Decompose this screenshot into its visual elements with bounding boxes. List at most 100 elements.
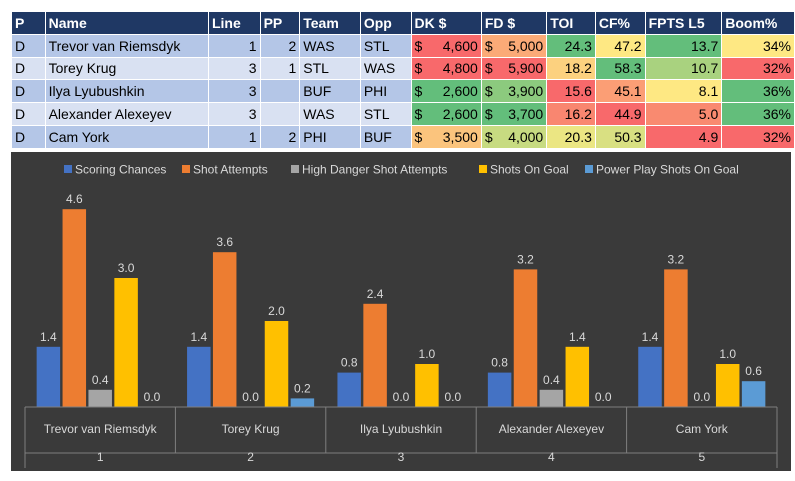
bar <box>715 364 740 407</box>
currency-symbol: $ <box>484 60 493 77</box>
salary-amount: 5,900 <box>508 60 544 77</box>
cell-toi: 20.3 <box>546 124 596 149</box>
data-label: 2.4 <box>367 287 384 301</box>
table-row: D Ilya Lyubushkin 3 BUF PHI $2,600 $3,900 15.6 4… <box>11 79 795 104</box>
data-label: 1.4 <box>40 330 57 344</box>
legend-label: Scoring Chances <box>75 163 166 177</box>
header-opp: Opp <box>359 11 412 35</box>
cell-dk-salary: $3,500 <box>410 124 482 149</box>
cell-opp: BUF <box>359 124 412 149</box>
bar <box>337 372 361 407</box>
header-team: Team <box>299 11 361 35</box>
cell-toi: 15.6 <box>546 79 596 104</box>
cell-pp <box>259 79 301 104</box>
data-label: 0.4 <box>543 373 560 387</box>
cell-pp: 1 <box>259 56 301 81</box>
currency-symbol: $ <box>484 128 493 145</box>
cell-team: BUF <box>299 79 361 104</box>
x-group-label: 1 <box>97 450 104 464</box>
bar-chart: Scoring Chances Shot Attempts High Danger … <box>24 163 778 468</box>
cell-fpts-l5: 4.9 <box>644 124 723 149</box>
data-label: 0.0 <box>595 390 612 404</box>
cell-player-name: Ilya Lyubushkin <box>44 79 209 104</box>
salary-amount: 2,600 <box>442 83 478 100</box>
header-dk-salary: DK $ <box>410 11 482 35</box>
salary-amount: 4,600 <box>442 37 478 54</box>
cell-fpts-l5: 5.0 <box>644 102 723 126</box>
x-tick-label: Alexander Alexeyev <box>499 422 604 436</box>
player-stats-table: P Name Line PP Team Opp DK $ FD $ TOI CF… <box>11 11 795 149</box>
legend-swatch <box>585 165 593 173</box>
currency-symbol: $ <box>414 60 423 77</box>
cell-pp: 2 <box>259 124 301 149</box>
data-label: 3.2 <box>668 252 685 266</box>
legend-swatch <box>479 165 487 173</box>
legend-label: Shot Attempts <box>193 163 268 177</box>
x-tick-label: Ilya Lyubushkin <box>360 422 442 436</box>
header-line: Line <box>207 11 261 35</box>
bar <box>638 346 662 407</box>
currency-symbol: $ <box>484 37 493 54</box>
bar <box>264 321 289 407</box>
bar <box>565 346 590 407</box>
cell-fpts-l5: 10.7 <box>644 56 723 81</box>
cell-dk-salary: $2,600 <box>410 79 482 104</box>
cell-position: D <box>11 56 46 81</box>
data-label: 4.6 <box>66 192 83 206</box>
data-label: 3.0 <box>118 261 135 275</box>
cell-cf-pct: 44.9 <box>594 102 646 126</box>
cell-line: 1 <box>207 124 261 149</box>
cell-cf-pct: 50.3 <box>594 124 646 149</box>
data-label: 0.0 <box>393 390 410 404</box>
cell-pp <box>259 102 301 126</box>
cell-player-name: Torey Krug <box>44 56 209 81</box>
data-label: 1.0 <box>419 347 436 361</box>
cell-team: WAS <box>299 102 361 126</box>
table-row: D Torey Krug 3 1 STL WAS $4,800 $5,900 18.2 58.3 1… <box>11 56 795 81</box>
currency-symbol: $ <box>414 83 423 100</box>
bar <box>36 346 61 407</box>
cell-opp: STL <box>359 102 412 126</box>
table-row: D Trevor van Riemsdyk 1 2 WAS STL $4,600 $5,000… <box>11 33 795 58</box>
bar <box>664 269 688 407</box>
cell-player-name: Cam York <box>44 124 209 149</box>
salary-amount: 4,000 <box>508 128 544 145</box>
data-label: 0.8 <box>491 356 508 370</box>
currency-symbol: $ <box>414 37 423 54</box>
data-label: 0.0 <box>144 390 161 404</box>
salary-amount: 3,700 <box>508 106 544 123</box>
data-label: 0.2 <box>294 381 311 395</box>
data-label: 1.0 <box>719 347 736 361</box>
data-label: 0.0 <box>693 390 710 404</box>
data-label: 3.6 <box>216 235 233 249</box>
salary-amount: 3,500 <box>442 128 478 145</box>
header-toi: TOI <box>546 11 596 35</box>
cell-line: 3 <box>207 102 261 126</box>
x-group-label: 4 <box>548 450 555 464</box>
header-position: P <box>11 11 46 35</box>
salary-amount: 4,800 <box>442 60 478 77</box>
data-label: 2.0 <box>268 304 285 318</box>
cell-fpts-l5: 8.1 <box>644 79 723 104</box>
legend-swatch <box>291 165 299 173</box>
cell-boom-pct: 32% <box>721 56 795 81</box>
x-tick-label: Cam York <box>676 422 729 436</box>
table-row: D Alexander Alexeyev 3 WAS STL $2,600 $3,700 16… <box>11 102 795 126</box>
cell-position: D <box>11 33 46 58</box>
currency-symbol: $ <box>484 106 493 123</box>
salary-amount: 3,900 <box>508 83 544 100</box>
cell-dk-salary: $4,600 <box>410 33 482 58</box>
salary-amount: 5,000 <box>508 37 544 54</box>
x-group-label: 2 <box>247 450 254 464</box>
legend-label: Power Play Shots On Goal <box>596 163 739 177</box>
x-group-label: 5 <box>698 450 705 464</box>
cell-position: D <box>11 102 46 126</box>
cell-fd-salary: $4,000 <box>480 124 548 149</box>
cell-team: PHI <box>299 124 361 149</box>
chart-panel: Scoring Chances Shot Attempts High Danger … <box>11 152 791 471</box>
bar <box>290 398 315 407</box>
cell-line: 1 <box>207 33 261 58</box>
bar <box>62 209 87 407</box>
bar <box>539 389 564 407</box>
cell-line: 3 <box>207 56 261 81</box>
